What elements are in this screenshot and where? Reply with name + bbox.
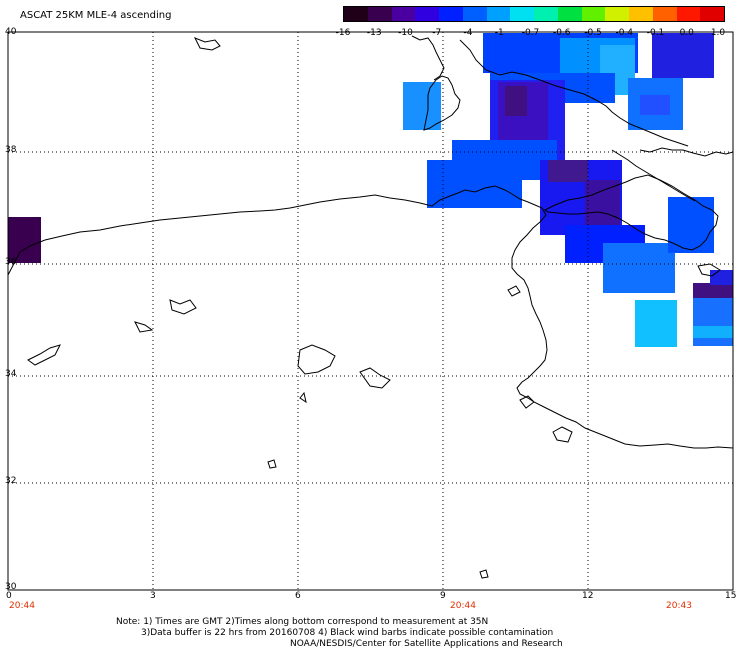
coast-island-l xyxy=(479,569,489,579)
colorbar-segment xyxy=(486,7,511,21)
lon-label-12: 12 xyxy=(582,591,594,601)
coast-island-a xyxy=(193,37,221,51)
swath-cell xyxy=(635,300,677,347)
colorbar-segment xyxy=(439,7,463,21)
lat-label-36: 36 xyxy=(5,257,17,267)
coast-island-d xyxy=(27,344,61,366)
colorbar-segment xyxy=(510,7,534,21)
colorbar-tick-label: -0.5 xyxy=(584,28,602,38)
colorbar-segment xyxy=(534,7,558,21)
coast-island-e xyxy=(297,344,336,375)
swath-cell xyxy=(693,326,733,338)
colorbar-segment xyxy=(344,7,368,21)
coast-island-c xyxy=(134,321,154,333)
note-line-1: Note: 1) Times are GMT 2)Times along bot… xyxy=(116,617,489,627)
swath-cell xyxy=(403,82,441,130)
colorbar-segment xyxy=(415,7,439,21)
lon-label-6: 6 xyxy=(295,591,301,601)
lon-label-3: 3 xyxy=(150,591,156,601)
colorbar-tick-label: -1 xyxy=(494,28,504,38)
colorbar-tick-label: -10 xyxy=(398,28,413,38)
time-label-left: 20:44 xyxy=(9,601,35,611)
graticule xyxy=(8,32,733,590)
colorbar-segment xyxy=(581,7,606,21)
colorbar-tick-label: -0.1 xyxy=(646,28,665,38)
swath-cell xyxy=(640,95,670,115)
colorbar-segment xyxy=(462,7,487,21)
lat-label-32: 32 xyxy=(5,476,17,486)
colorbar-tick-label: -16 xyxy=(335,28,351,38)
colorbar-tick-label: -0.7 xyxy=(521,28,540,38)
swath-cell xyxy=(427,160,522,208)
coast-island-k xyxy=(507,285,521,297)
colorbar-tick-label: 1.0 xyxy=(710,28,726,38)
colorbar xyxy=(343,6,725,22)
coast-island-i xyxy=(267,459,277,469)
coast-italy-south xyxy=(611,147,734,202)
colorbar-segment xyxy=(391,7,416,21)
colorbar-tick-label: -0.4 xyxy=(615,28,634,38)
lat-label-34: 34 xyxy=(5,369,17,379)
lat-label-38: 38 xyxy=(5,145,17,155)
time-label-center: 20:44 xyxy=(450,601,476,611)
coastlines xyxy=(7,35,734,579)
colorbar-tick-label: -13 xyxy=(366,28,382,38)
coast-island-j xyxy=(299,391,307,404)
swath-cell xyxy=(710,270,733,285)
colorbar-segment xyxy=(557,7,582,21)
lat-label-30: 30 xyxy=(5,582,17,592)
coast-island-m xyxy=(697,263,721,277)
colorbar-tick-label: 0.0 xyxy=(679,28,694,38)
coast-island-h xyxy=(552,426,573,443)
swath-cell xyxy=(603,243,675,293)
coast-north-africa xyxy=(7,185,734,449)
coast-mainland-north xyxy=(459,39,689,147)
map-frame xyxy=(7,31,734,591)
time-label-right: 20:43 xyxy=(666,601,692,611)
swath-cell xyxy=(548,160,588,182)
coast-island-g xyxy=(519,395,535,409)
lat-label-40: 40 xyxy=(5,27,17,37)
coast-island-f xyxy=(359,367,391,389)
colorbar-segment xyxy=(629,7,653,21)
swath-cell xyxy=(668,197,714,253)
data-swaths xyxy=(8,33,733,347)
swath-cell xyxy=(505,86,527,116)
swath-cell xyxy=(8,217,41,263)
coast-island-b xyxy=(169,299,197,315)
coast-sardinia xyxy=(423,75,461,131)
colorbar-segment xyxy=(700,7,724,21)
swath-cell xyxy=(652,33,714,78)
lon-label-9: 9 xyxy=(440,591,446,601)
swath-cell xyxy=(693,283,733,298)
coast-corsica xyxy=(411,35,445,81)
coast-sicily xyxy=(544,174,719,251)
lon-label-0: 0 xyxy=(6,591,12,601)
colorbar-tick-label: -0.6 xyxy=(552,28,571,38)
map-title: ASCAT 25KM MLE-4 ascending xyxy=(20,10,172,21)
note-line-2: 3)Data buffer is 22 hrs from 20160708 4)… xyxy=(141,628,554,638)
colorbar-segment xyxy=(605,7,629,21)
colorbar-tick-label: -7 xyxy=(432,28,442,38)
colorbar-segment xyxy=(652,7,677,21)
swath-cell xyxy=(585,180,620,225)
colorbar-segment xyxy=(367,7,392,21)
colorbar-segment xyxy=(676,7,701,21)
lon-label-15: 15 xyxy=(725,591,737,601)
note-line-3: NOAA/NESDIS/Center for Satellite Applica… xyxy=(290,639,563,649)
colorbar-tick-label: -4 xyxy=(463,28,473,38)
